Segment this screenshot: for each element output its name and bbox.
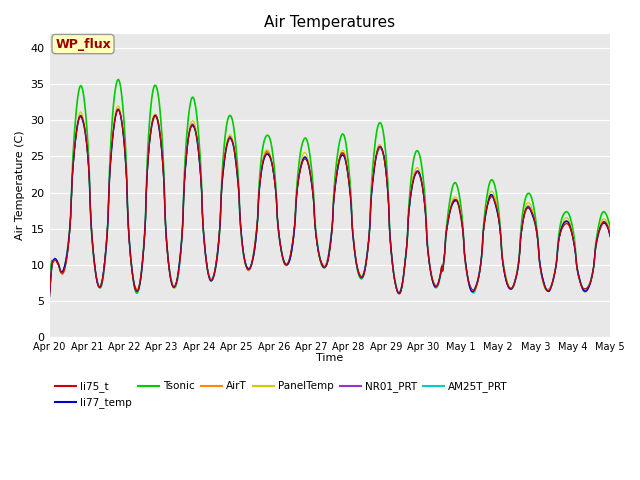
Text: WP_flux: WP_flux xyxy=(55,37,111,50)
Y-axis label: Air Temperature (C): Air Temperature (C) xyxy=(15,131,25,240)
Title: Air Temperatures: Air Temperatures xyxy=(264,15,396,30)
X-axis label: Time: Time xyxy=(316,353,344,363)
Legend: li75_t, li77_temp, Tsonic, AirT, PanelTemp, NR01_PRT, AM25T_PRT: li75_t, li77_temp, Tsonic, AirT, PanelTe… xyxy=(55,381,508,408)
